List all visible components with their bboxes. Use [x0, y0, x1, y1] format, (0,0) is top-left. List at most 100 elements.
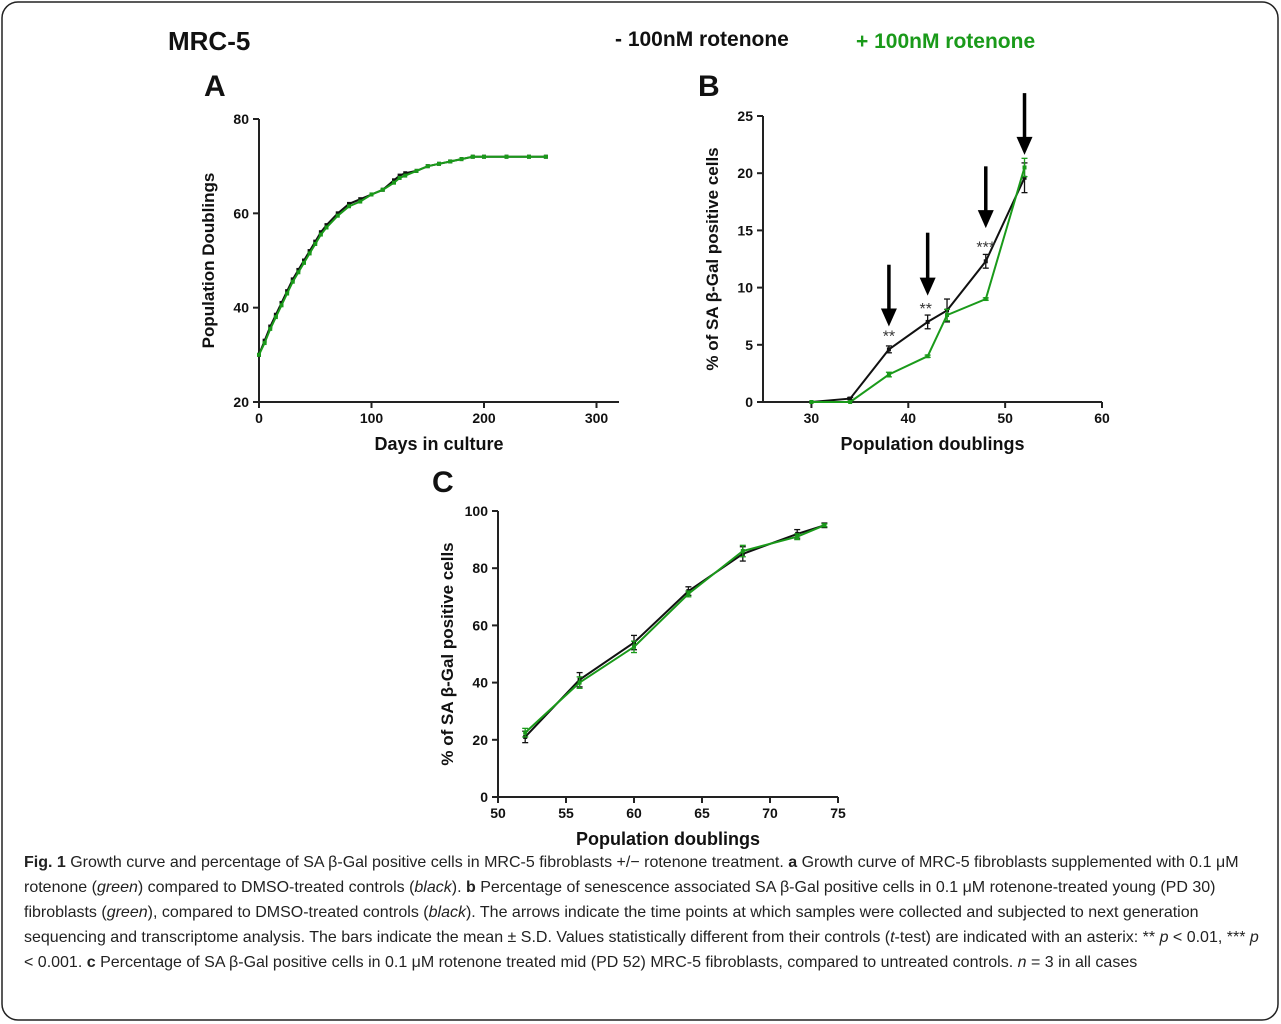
- panel-a-data-point: [380, 187, 385, 192]
- panel-a-series-line-2: [258, 155, 546, 356]
- panel-a-x-tick-label: 0: [255, 410, 263, 426]
- panel-c-data-point: [523, 730, 528, 735]
- panel-c-data-point: [795, 534, 800, 539]
- panel-c-x-tick-label: 65: [694, 805, 710, 821]
- panel-b-y-tick-label: 15: [737, 222, 753, 238]
- panel-a-data-point: [318, 230, 323, 235]
- panel-b-x-tick-label: 50: [997, 410, 1013, 426]
- panel-a-data-point: [470, 154, 475, 159]
- panel-b-letter: B: [698, 70, 720, 103]
- panel-c-x-tick-label: 75: [830, 805, 846, 821]
- panel-a-data-point: [358, 199, 363, 204]
- panel-c-data-point: [632, 644, 636, 649]
- caption-black-2: black: [428, 904, 466, 921]
- panel-b-y-axis-label: % of SA β-Gal positive cells: [703, 147, 722, 370]
- caption-b-text-3: ). The arrows indicate the time points a…: [24, 904, 1199, 946]
- panel-a-data-point: [335, 213, 340, 218]
- panel-c-y-tick-label: 100: [465, 503, 489, 519]
- panel-a-x-axis-label: Days in culture: [374, 434, 503, 454]
- panel-c-letter: C: [432, 466, 454, 499]
- panel-b-arrow-head: [919, 277, 936, 296]
- caption-a-text-2: ) compared to DMSO-treated controls (: [137, 879, 415, 896]
- panel-c-series-line-1: [524, 524, 825, 738]
- caption-c-label: c: [86, 954, 96, 971]
- panel-b-data-point: [848, 400, 853, 404]
- panel-a-data-point: [527, 154, 531, 159]
- caption-green-1: green: [96, 879, 138, 896]
- panel-a-data-point: [347, 201, 351, 206]
- panel-a-data-point: [296, 270, 301, 275]
- panel-a-data-point: [268, 326, 273, 331]
- panel-c-y-axis-label: % of SA β-Gal positive cells: [438, 542, 457, 765]
- caption-title: Growth curve and percentage of SA β-Gal …: [65, 854, 789, 871]
- panel-a-data-point: [369, 192, 374, 197]
- panel-b-data-point: [925, 319, 930, 324]
- caption-p2: p: [1249, 929, 1259, 946]
- panel-a-data-point: [459, 157, 464, 162]
- panel-c-series-line-2: [524, 524, 825, 734]
- panel-c-x-tick-label: 70: [762, 805, 778, 821]
- panel-a-data-point: [437, 161, 441, 166]
- panel-a-data-point: [335, 211, 340, 216]
- panel-a-data-point: [307, 251, 312, 256]
- panel-a-data-point: [403, 171, 408, 176]
- panel-b-x-tick-label: 40: [900, 410, 916, 426]
- panel-b: B 30 40 50 60 0 5 10 15 20 25 Population doublings%…: [698, 70, 1110, 454]
- panel-a-data-point: [397, 173, 402, 178]
- panel-b-data-point: [1022, 165, 1027, 170]
- caption-b-label: b: [465, 879, 476, 896]
- panel-b-significance-label: ***: [976, 239, 995, 256]
- panel-a-data-point: [392, 180, 396, 185]
- panel-c-x-tick-label: 50: [490, 805, 506, 821]
- panel-a-series-line-1: [258, 155, 546, 356]
- caption-b-text-6: < 0.001.: [24, 954, 87, 971]
- panel-a-data-point: [403, 173, 408, 178]
- caption-a-text-1: Growth curve of MRC-5 fibroblasts supple…: [24, 854, 1239, 896]
- panel-c-y-tick-label: 20: [472, 732, 488, 748]
- panel-a-data-point: [285, 291, 290, 296]
- panel-c-y-tick-label: 60: [472, 617, 488, 633]
- panel-c-data-point: [822, 523, 827, 528]
- panel-a-data-point: [262, 341, 267, 346]
- panel-a-data-point: [358, 197, 363, 202]
- panel-a-y-tick-label: 80: [233, 111, 249, 127]
- panel-a-data-point: [290, 277, 295, 282]
- panel-b-x-axis-label: Population doublings: [841, 434, 1025, 454]
- panel-a-data-point: [279, 300, 284, 305]
- panel-b-data-point: [848, 396, 853, 401]
- panel-c-x-tick-label: 55: [558, 805, 574, 821]
- panel-a-data-point: [397, 175, 402, 180]
- panel-c-data-point: [577, 680, 582, 685]
- panel-a-data-point: [257, 352, 261, 357]
- panel-a-data-point: [324, 225, 329, 230]
- panel-a-data-point: [448, 159, 453, 164]
- panel-a-data-point: [347, 204, 351, 209]
- panel-c-y-tick-label: 0: [480, 789, 488, 805]
- panel-c-y-tick-label: 40: [472, 675, 488, 691]
- panel-a: A 0 100 200 300 20 40 60 80 Days in culture Popula…: [199, 70, 619, 454]
- panel-a-data-point: [392, 178, 396, 183]
- caption-b-text-4: -test) are indicated with an asterix: **: [894, 929, 1160, 946]
- caption-b-text-1: Percentage of senescence associated SA β…: [24, 879, 1216, 921]
- caption-n: n: [1017, 954, 1027, 971]
- panel-a-data-point: [313, 241, 318, 246]
- panel-a-y-tick-label: 40: [233, 300, 249, 316]
- panel-b-x-tick-label: 30: [804, 410, 820, 426]
- caption-p1: p: [1159, 929, 1169, 946]
- panel-a-x-tick-label: 200: [472, 410, 496, 426]
- panel-c-data-point: [686, 591, 691, 596]
- panel-a-data-point: [414, 168, 419, 173]
- caption-b-text-2: ), compared to DMSO-treated controls (: [147, 904, 429, 921]
- panel-b-data-point: [886, 347, 891, 352]
- panel-a-data-point: [273, 315, 278, 320]
- panel-a-data-point: [318, 232, 323, 237]
- panel-b-y-tick-label: 25: [737, 108, 753, 124]
- panel-b-data-point: [983, 259, 988, 264]
- panel-b-arrow-head: [977, 210, 994, 229]
- panel-b-data-point: [983, 297, 988, 302]
- figure-caption: Fig. 1 Growth curve and percentage of SA…: [24, 850, 1264, 975]
- panel-a-data-point: [307, 249, 312, 254]
- panel-b-x-tick-label: 60: [1094, 410, 1110, 426]
- panel-b-arrow-head: [1016, 136, 1033, 155]
